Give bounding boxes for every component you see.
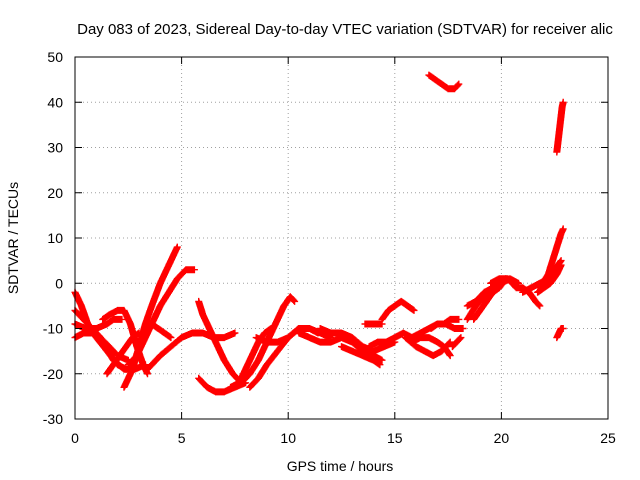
track-markers bbox=[252, 325, 335, 346]
y-tick-label: -30 bbox=[43, 411, 63, 427]
data-track bbox=[425, 71, 463, 93]
data-track bbox=[361, 320, 386, 328]
data-track bbox=[448, 334, 465, 351]
y-tick-label: 0 bbox=[55, 275, 63, 291]
chart-title: Day 083 of 2023, Sidereal Day-to-day VTE… bbox=[77, 21, 613, 38]
x-tick-label: 15 bbox=[387, 430, 403, 446]
x-tick-label: 25 bbox=[600, 430, 616, 446]
y-tick-label: -20 bbox=[43, 366, 63, 382]
track-markers bbox=[338, 343, 384, 369]
data-track bbox=[103, 329, 143, 378]
data-track bbox=[124, 266, 198, 369]
data-track bbox=[338, 343, 384, 369]
x-tick-label: 20 bbox=[494, 430, 510, 446]
track-markers bbox=[425, 71, 463, 93]
data-track bbox=[534, 261, 565, 296]
track-markers bbox=[553, 98, 567, 156]
data-track bbox=[148, 320, 175, 342]
track-markers bbox=[295, 329, 386, 364]
track-markers bbox=[427, 315, 463, 332]
track-markers bbox=[365, 329, 416, 351]
track-markers bbox=[124, 266, 198, 369]
data-track bbox=[295, 329, 386, 364]
data-track bbox=[365, 329, 416, 351]
y-axis-label: SDTVAR / TECUs bbox=[5, 182, 21, 294]
y-tick-label: 20 bbox=[47, 185, 63, 201]
data-track bbox=[378, 297, 418, 323]
track-markers bbox=[195, 297, 245, 387]
data-track bbox=[427, 315, 463, 332]
data-track bbox=[470, 275, 510, 323]
y-tick-label: 50 bbox=[47, 49, 63, 65]
y-tick-label: 40 bbox=[47, 94, 63, 110]
data-track bbox=[553, 325, 567, 342]
y-tick-label: -10 bbox=[43, 321, 63, 337]
data-track bbox=[463, 284, 497, 310]
track-markers bbox=[463, 284, 497, 310]
x-tick-label: 5 bbox=[178, 430, 186, 446]
x-tick-label: 10 bbox=[280, 430, 296, 446]
track-markers bbox=[103, 329, 143, 378]
track-markers bbox=[470, 275, 510, 323]
data-track bbox=[195, 297, 245, 387]
x-tick-label: 0 bbox=[71, 430, 79, 446]
data-track bbox=[408, 334, 454, 360]
track-markers bbox=[148, 320, 175, 342]
track-markers bbox=[534, 261, 565, 296]
track-markers bbox=[553, 325, 567, 342]
x-axis-label: GPS time / hours bbox=[287, 458, 394, 474]
data-track bbox=[252, 325, 335, 346]
track-markers bbox=[378, 297, 418, 323]
track-markers bbox=[448, 334, 465, 351]
data-series bbox=[71, 71, 567, 396]
data-track bbox=[553, 98, 567, 156]
axes: 0 5 10 15 20 25 -30 -20 -10 0 10 20 30 40 50 bbox=[43, 49, 616, 446]
track-markers bbox=[361, 320, 386, 328]
y-tick-label: 30 bbox=[47, 140, 63, 156]
track-markers bbox=[408, 334, 454, 360]
y-tick-label: 10 bbox=[47, 230, 63, 246]
